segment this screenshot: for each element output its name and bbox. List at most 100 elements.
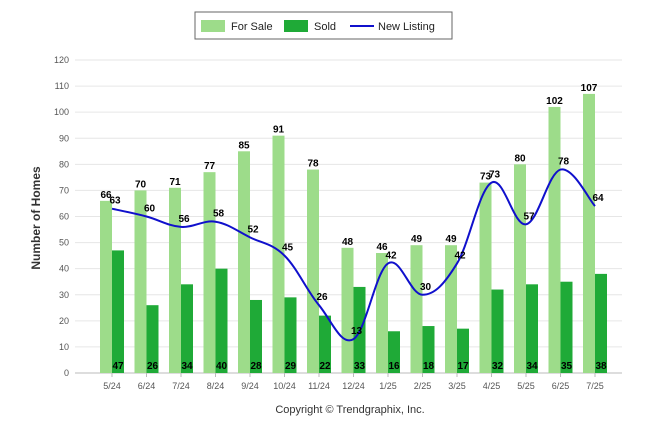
new-listing-value-label: 73: [489, 170, 501, 181]
x-tick-label: 11/24: [308, 381, 330, 391]
y-axis-ticks: 0 10 20 30 40 50 60 70 80 90 100 110 120: [54, 55, 69, 378]
bar-sold[interactable]: [250, 299, 262, 373]
x-axis-ticks: 5/24 6/24 7/24 8/24 9/24 10/24 11/24 12/24 1/25 2…: [103, 373, 604, 391]
new-listing-value-label: 64: [592, 193, 604, 204]
new-listing-value-label: 56: [178, 214, 190, 225]
new-listing-value-label: 42: [385, 250, 397, 261]
bar-for-sale[interactable]: [272, 135, 285, 373]
new-listing-value-label: 30: [420, 282, 432, 293]
bar-for-sale[interactable]: [203, 172, 216, 373]
y-tick-label: 110: [55, 81, 69, 91]
sold-value-label: 47: [112, 361, 124, 372]
new-listing-value-label: 60: [144, 204, 156, 215]
for-sale-value-label: 80: [514, 153, 526, 164]
legend-swatch-sold: [284, 20, 308, 32]
y-tick-label: 10: [59, 342, 69, 352]
bar-sold[interactable]: [560, 281, 573, 373]
bar-for-sale[interactable]: [238, 151, 250, 373]
new-listing-value-label: 57: [523, 211, 535, 222]
legend[interactable]: For Sale Sold New Listing: [194, 11, 453, 40]
sold-value-label: 40: [216, 361, 228, 372]
new-listing-value-label: 52: [247, 224, 259, 235]
legend-label-sold: Sold: [314, 21, 336, 33]
bar-sold[interactable]: [112, 250, 124, 373]
bar-sold[interactable]: [319, 315, 331, 373]
sold-value-label: 28: [250, 361, 262, 372]
bar-for-sale[interactable]: [548, 106, 561, 373]
bar-sold[interactable]: [422, 326, 435, 373]
for-sale-value-label: 49: [445, 234, 457, 245]
bar-sold[interactable]: [595, 273, 607, 373]
bar-sold[interactable]: [181, 284, 193, 373]
bar-sold[interactable]: [215, 268, 228, 373]
bar-for-sale[interactable]: [169, 187, 181, 373]
x-tick-label: 8/24: [207, 381, 225, 391]
for-sale-value-label: 107: [581, 83, 598, 94]
for-sale-value-label: 77: [204, 161, 216, 172]
sold-value-label: 17: [457, 361, 469, 372]
sold-value-label: 29: [285, 361, 297, 372]
sold-value-label: 22: [319, 361, 331, 372]
sold-value-label: 26: [147, 361, 159, 372]
y-tick-label: 20: [59, 316, 69, 326]
new-listing-value-label: 78: [558, 157, 570, 168]
for-sale-value-label: 49: [411, 234, 423, 245]
for-sale-value-label: 85: [238, 140, 250, 151]
sold-value-label: 32: [492, 361, 504, 372]
bar-sold[interactable]: [491, 289, 504, 373]
bar-for-sale[interactable]: [100, 200, 112, 373]
y-tick-label: 30: [59, 290, 69, 300]
legend-box: [194, 11, 453, 40]
bar-for-sale[interactable]: [341, 247, 354, 373]
bar-sold[interactable]: [388, 331, 400, 373]
sold-value-label: 34: [181, 361, 193, 372]
bars: [100, 93, 607, 374]
x-tick-label: 5/25: [517, 381, 535, 391]
x-tick-label: 12/24: [342, 381, 365, 391]
for-sale-value-label: 66: [100, 190, 112, 201]
y-tick-label: 40: [59, 264, 69, 274]
x-tick-label: 7/25: [586, 381, 604, 391]
x-tick-label: 5/24: [103, 381, 121, 391]
x-tick-label: 7/24: [172, 381, 190, 391]
sold-value-label: 16: [388, 361, 400, 372]
for-sale-value-label: 102: [546, 96, 563, 107]
bar-for-sale[interactable]: [307, 169, 319, 373]
y-axis-label: Number of Homes: [29, 166, 43, 270]
bar-sold[interactable]: [526, 284, 538, 373]
bar-for-sale[interactable]: [514, 164, 526, 373]
y-tick-label: 120: [54, 55, 69, 65]
sold-value-label: 33: [354, 361, 366, 372]
bar-for-sale[interactable]: [134, 190, 147, 373]
sold-value-label: 35: [561, 361, 573, 372]
new-listing-value-label: 42: [454, 250, 466, 261]
new-listing-value-label: 26: [316, 292, 328, 303]
new-listing-value-label: 63: [109, 196, 121, 207]
bar-sold[interactable]: [284, 297, 297, 373]
new-listing-path[interactable]: [111, 168, 596, 342]
new-listing-line: [111, 168, 596, 342]
legend-swatch-for-sale: [201, 20, 225, 32]
new-listing-value-label: 58: [213, 209, 225, 220]
bar-for-sale[interactable]: [376, 253, 388, 373]
y-tick-label: 60: [59, 212, 69, 222]
x-tick-label: 4/25: [483, 381, 501, 391]
legend-label-for-sale: For Sale: [231, 21, 273, 33]
y-tick-label: 70: [59, 185, 69, 195]
bar-for-sale[interactable]: [583, 93, 595, 374]
y-tick-label: 50: [59, 238, 69, 248]
for-sale-value-label: 46: [376, 242, 388, 253]
bar-for-sale[interactable]: [410, 245, 423, 373]
for-sale-value-label: 73: [480, 172, 492, 183]
new-listing-value-label: 45: [282, 243, 294, 254]
bar-sold[interactable]: [146, 305, 159, 373]
for-sale-value-label: 78: [307, 159, 319, 170]
bar-for-sale[interactable]: [445, 245, 457, 373]
x-tick-label: 6/25: [552, 381, 570, 391]
legend-label-new-listing: New Listing: [378, 21, 435, 33]
bar-for-sale[interactable]: [479, 182, 492, 373]
bar-sold[interactable]: [457, 328, 469, 373]
y-tick-label: 90: [59, 133, 69, 143]
y-tick-label: 80: [59, 159, 69, 169]
